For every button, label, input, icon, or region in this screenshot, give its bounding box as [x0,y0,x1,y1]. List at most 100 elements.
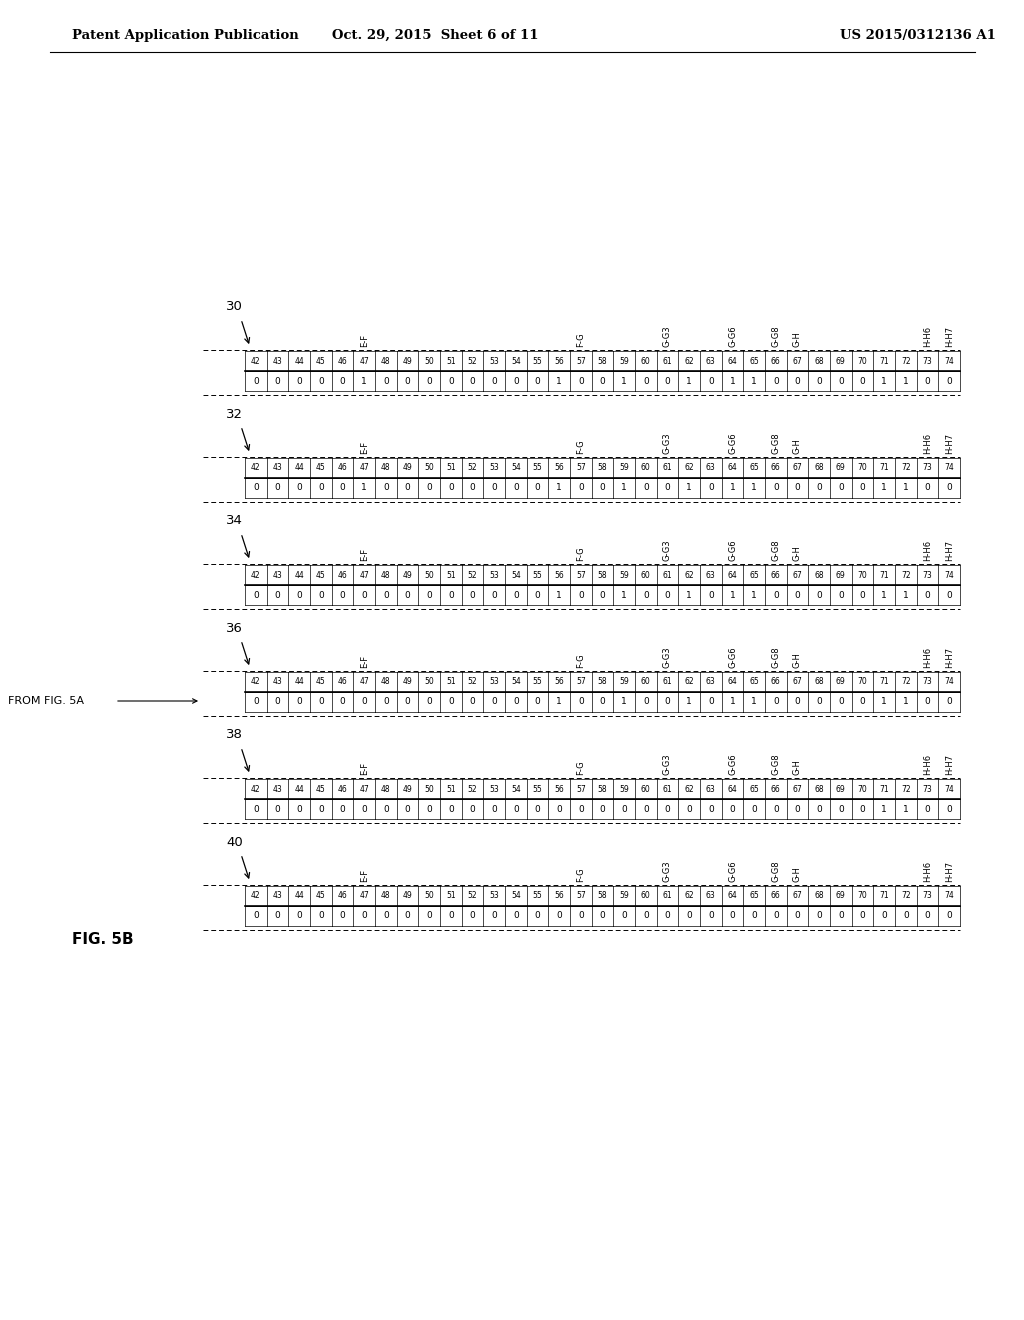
Text: 0: 0 [274,804,281,813]
Text: 1: 1 [903,376,908,385]
Text: 60: 60 [641,356,650,366]
Text: 0: 0 [795,376,801,385]
Text: 45: 45 [316,784,326,793]
Text: H-H6: H-H6 [923,433,932,454]
Text: G-H: G-H [793,652,802,668]
Text: 0: 0 [925,376,931,385]
Text: 1: 1 [752,590,757,599]
Text: 56: 56 [554,677,564,686]
Text: 54: 54 [511,356,521,366]
Text: 71: 71 [880,356,889,366]
Text: 67: 67 [793,463,803,473]
Text: 68: 68 [814,677,824,686]
Text: 1: 1 [752,697,757,706]
Text: 0: 0 [296,483,302,492]
Text: 0: 0 [535,590,541,599]
Text: 0: 0 [274,697,281,706]
Text: 0: 0 [404,376,411,385]
Text: 38: 38 [226,729,243,742]
Text: 30: 30 [226,301,243,314]
Text: 1: 1 [730,697,735,706]
Text: 67: 67 [793,570,803,579]
Text: 0: 0 [665,590,671,599]
Text: 64: 64 [728,784,737,793]
Text: 68: 68 [814,570,824,579]
Text: 0: 0 [513,590,519,599]
Text: 0: 0 [470,376,475,385]
Text: 54: 54 [511,463,521,473]
Text: 61: 61 [663,570,673,579]
Text: 1: 1 [882,376,887,385]
Text: 67: 67 [793,356,803,366]
Text: G-G6: G-G6 [728,325,737,347]
Text: 50: 50 [424,463,434,473]
Text: 0: 0 [600,376,605,385]
Text: 59: 59 [620,677,629,686]
Text: 65: 65 [750,677,759,686]
Text: 0: 0 [513,697,519,706]
Text: 0: 0 [925,912,931,920]
Text: G-G6: G-G6 [728,433,737,454]
Text: 0: 0 [838,376,844,385]
Text: 72: 72 [901,891,910,900]
Text: 71: 71 [880,570,889,579]
Text: 1: 1 [556,697,562,706]
Text: 46: 46 [338,677,347,686]
Text: 65: 65 [750,356,759,366]
Text: 0: 0 [253,697,259,706]
Text: 59: 59 [620,570,629,579]
Text: 0: 0 [535,376,541,385]
Text: 66: 66 [771,784,780,793]
Text: 0: 0 [404,804,411,813]
Text: 68: 68 [814,356,824,366]
Text: 0: 0 [404,483,411,492]
Text: 0: 0 [253,804,259,813]
Text: 0: 0 [578,590,584,599]
Text: 65: 65 [750,891,759,900]
Text: 0: 0 [253,483,259,492]
Text: 59: 59 [620,463,629,473]
Text: 0: 0 [708,697,714,706]
Text: 0: 0 [253,590,259,599]
Text: 64: 64 [728,677,737,686]
Text: 57: 57 [575,891,586,900]
Text: 74: 74 [944,891,954,900]
Text: 47: 47 [359,891,369,900]
Text: 62: 62 [684,784,694,793]
Text: 73: 73 [923,677,933,686]
Text: 1: 1 [686,483,692,492]
Text: 0: 0 [513,912,519,920]
Text: 51: 51 [446,784,456,793]
Text: E-F: E-F [359,869,369,882]
Text: 67: 67 [793,677,803,686]
Text: 0: 0 [686,804,692,813]
Text: 53: 53 [489,891,499,900]
Text: G-H: G-H [793,866,802,882]
Text: 55: 55 [532,463,543,473]
Text: 59: 59 [620,784,629,793]
Text: G-G8: G-G8 [771,433,780,454]
Text: 0: 0 [318,912,324,920]
Text: 0: 0 [600,912,605,920]
Text: 0: 0 [665,804,671,813]
Text: 62: 62 [684,356,694,366]
Text: G-G3: G-G3 [663,433,672,454]
Text: 0: 0 [318,376,324,385]
Text: 0: 0 [708,804,714,813]
Text: 1: 1 [903,590,908,599]
Text: 0: 0 [773,590,778,599]
Text: 43: 43 [272,570,283,579]
Text: 52: 52 [468,463,477,473]
Text: 42: 42 [251,677,261,686]
Text: 69: 69 [836,463,846,473]
Text: 66: 66 [771,570,780,579]
Text: 57: 57 [575,784,586,793]
Text: 0: 0 [622,912,627,920]
Text: 56: 56 [554,463,564,473]
Text: 0: 0 [296,590,302,599]
Text: 0: 0 [556,912,562,920]
Text: 0: 0 [795,912,801,920]
Text: 0: 0 [426,376,432,385]
Text: E-F: E-F [359,548,369,561]
Text: 64: 64 [728,356,737,366]
